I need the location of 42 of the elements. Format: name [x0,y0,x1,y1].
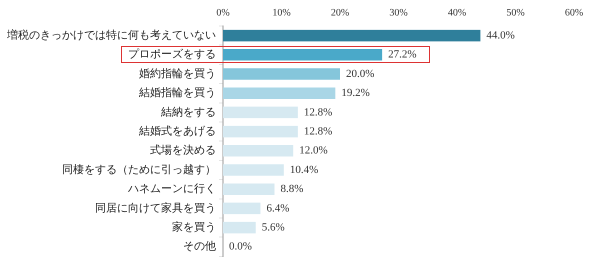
data-label: 20.0% [346,68,374,80]
x-tick-label: 20% [330,8,350,19]
data-label: 27.2% [388,48,417,61]
data-label: 0.0% [229,240,252,253]
bar [223,164,284,176]
y-tick-label: 同居に向けて家具を買う [95,201,216,214]
bar [223,222,256,234]
y-tick-label: ハネムーンに行く [127,183,216,196]
y-tick-label: 増税のきっかけでは特に何も考えていない [6,28,216,42]
y-tick-label: 結婚式をあげる [138,124,216,138]
y-tick-label: 結婚指輪を買う [138,87,216,100]
x-tick-label: 10% [272,8,291,19]
data-label: 10.4% [290,164,318,176]
x-tick-label: 50% [506,8,525,19]
data-label: 12.8% [304,125,332,138]
y-tick-label: 式場を決める [150,144,216,157]
x-tick-label: 40% [448,8,466,19]
data-label: 12.8% [304,106,332,118]
y-tick-label: プロポーズをする [128,48,216,61]
y-tick-label: 結納をする [160,106,216,118]
y-tick-label: 家を買う [172,220,216,234]
data-label: 5.6% [262,221,285,234]
bar [223,49,382,61]
bar [223,87,336,99]
bar [223,183,274,195]
bar [223,30,480,42]
data-label: 6.4% [266,202,290,214]
x-tick-label: 60% [564,8,584,19]
data-label: 12.0% [299,144,328,157]
y-tick-label: 同棲をする（ために引っ越す） [62,162,216,176]
bar [223,106,298,118]
bar [223,202,260,214]
data-label: 8.8% [280,183,304,196]
bar [223,126,298,138]
x-tick-label: 0% [216,8,230,19]
y-tick-label: 婚約指輪を買う [139,68,216,80]
data-label: 44.0% [486,29,515,42]
bar [223,145,294,157]
x-tick-label: 30% [389,8,408,19]
data-label: 19.2% [341,87,370,100]
y-tick-label: その他 [183,240,216,253]
bar [223,68,340,80]
